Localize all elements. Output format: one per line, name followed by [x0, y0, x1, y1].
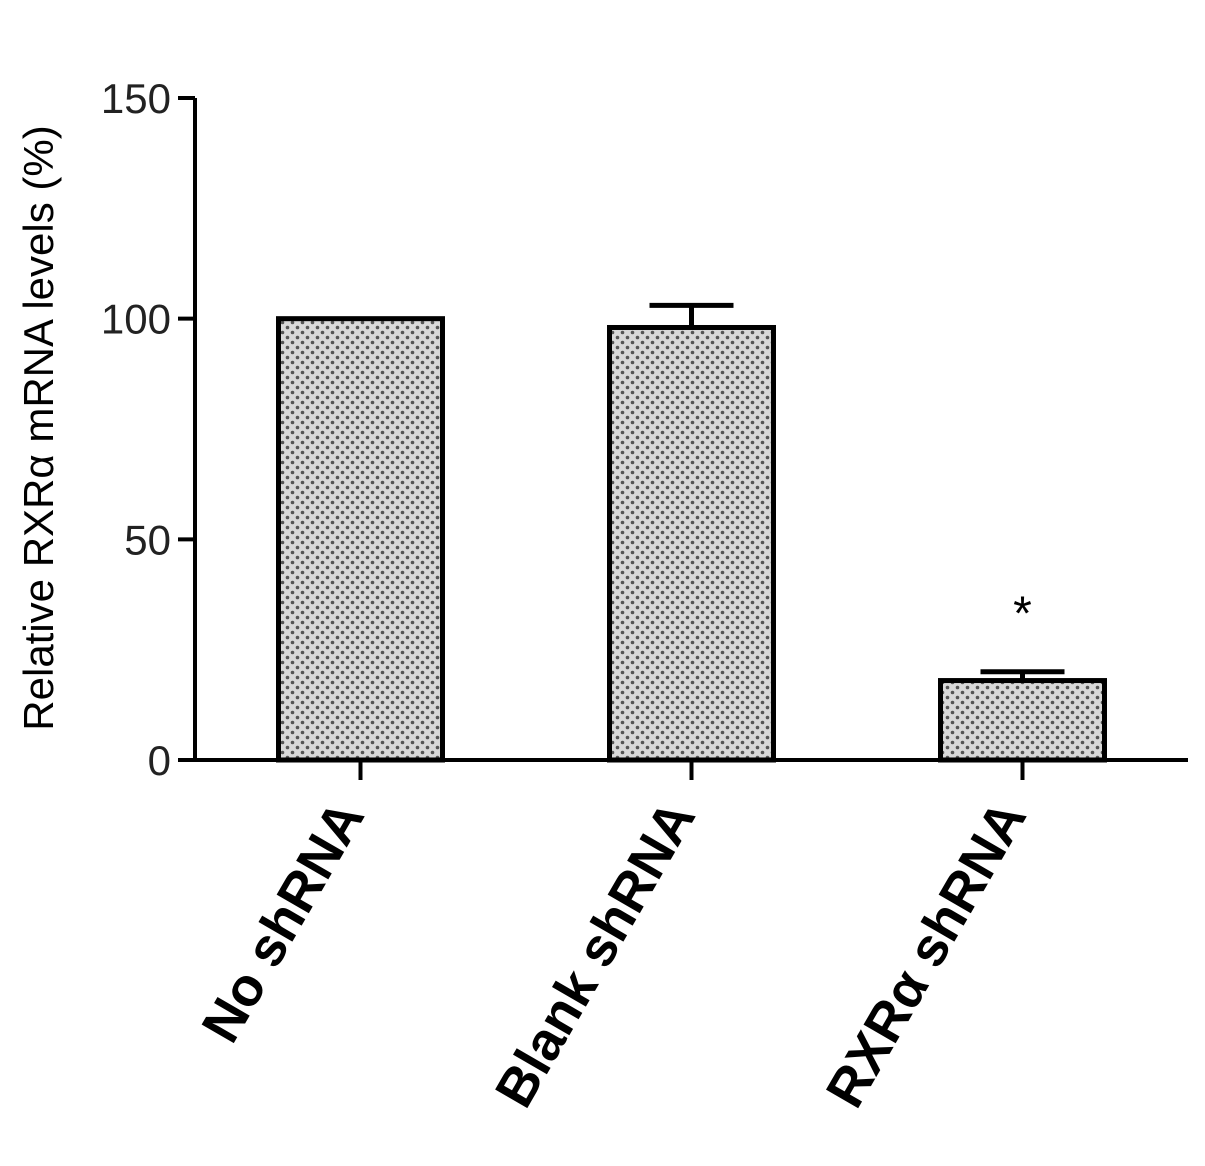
bar — [276, 316, 445, 763]
y-tick-label: 150 — [101, 75, 171, 122]
x-category-label: No shRNA — [190, 791, 375, 1052]
y-ticks: 0 50 100 150 — [101, 75, 195, 784]
y-tick-label: 0 — [148, 737, 171, 784]
y-tick-label: 100 — [101, 296, 171, 343]
bar — [607, 324, 776, 763]
bar — [938, 678, 1107, 763]
x-ticks: No shRNA Blank shRNA RXRα shRNA — [190, 760, 1038, 1117]
y-tick-label: 50 — [124, 516, 171, 563]
bars: * — [276, 302, 1107, 763]
x-category-label: Blank shRNA — [484, 791, 707, 1117]
significance-marker: * — [1013, 588, 1032, 641]
y-axis-label: Relative RXRα mRNA levels (%) — [15, 125, 62, 730]
x-category-label: RXRα shRNA — [815, 791, 1038, 1117]
